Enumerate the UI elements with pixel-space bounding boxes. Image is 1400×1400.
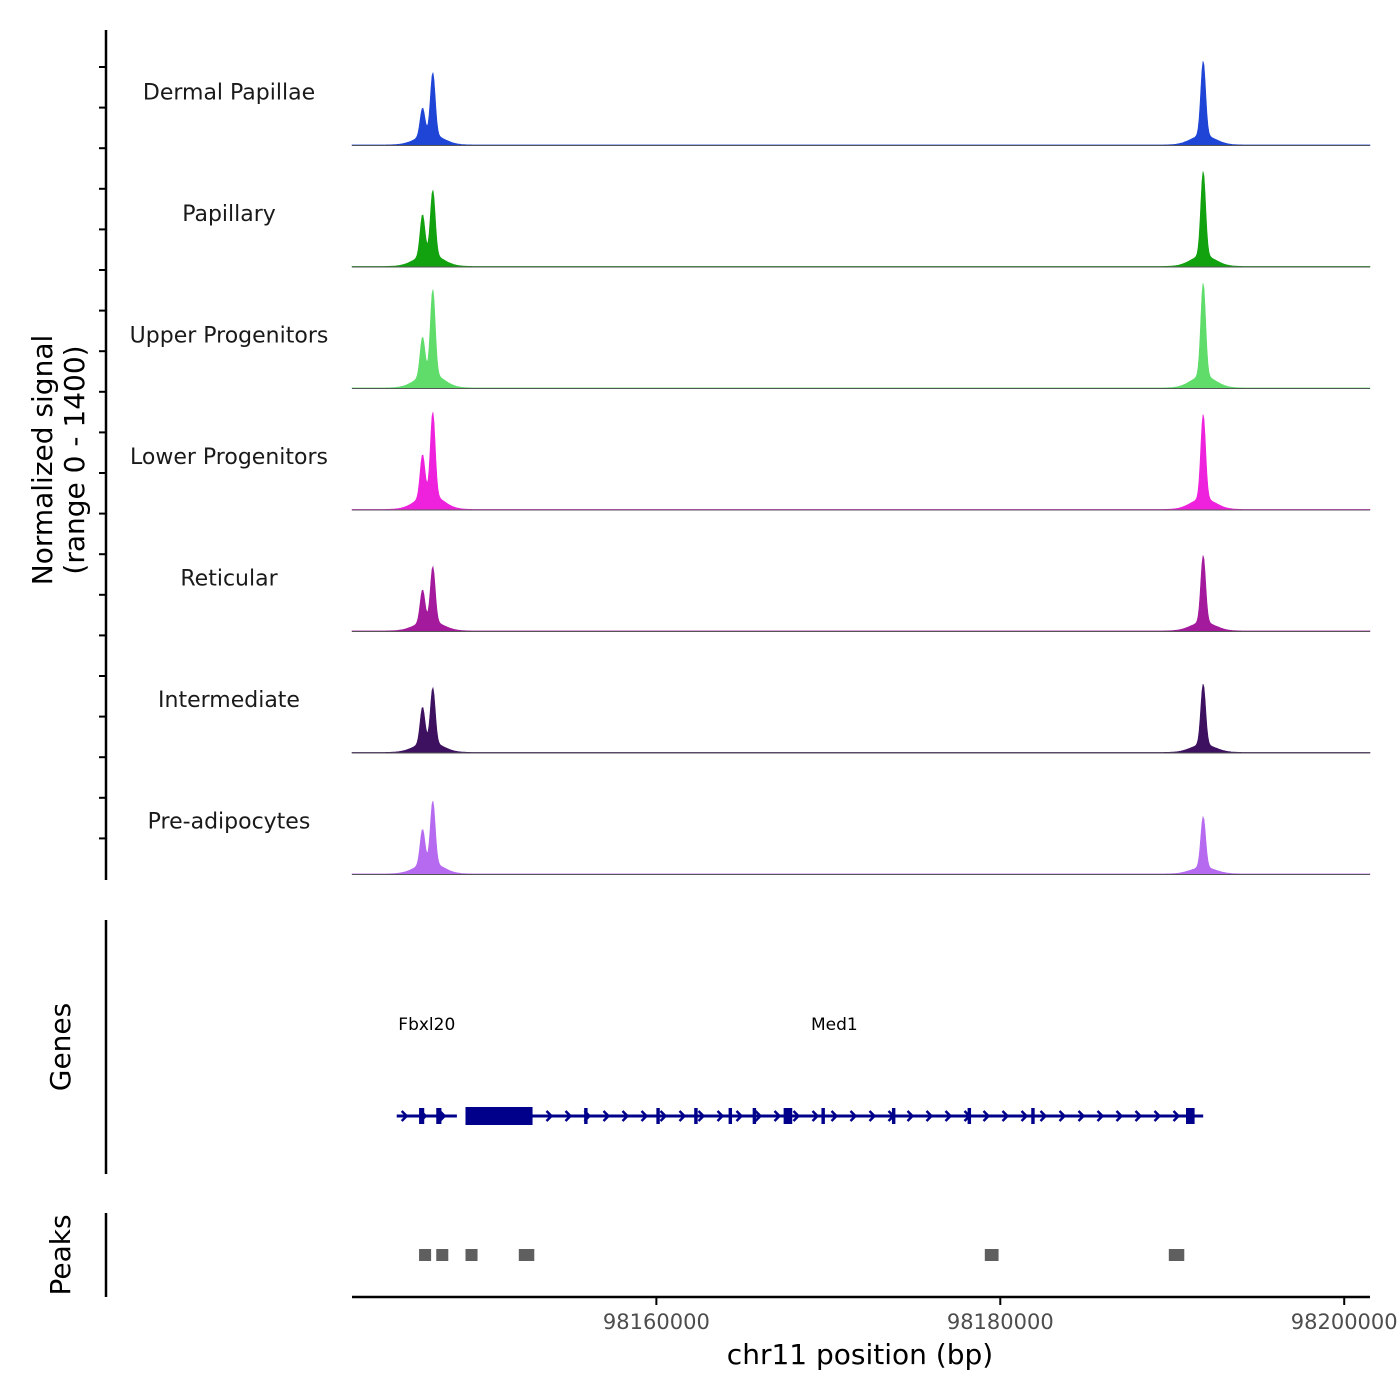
strand-arrow [621, 1110, 630, 1122]
exon [465, 1107, 533, 1125]
exon [1031, 1108, 1035, 1124]
track-signal-area [351, 171, 1371, 268]
x-tick-label: 98200000 [1291, 1310, 1398, 1334]
strand-arrow [944, 1110, 953, 1122]
strand-arrow [1058, 1110, 1067, 1122]
track-signal-area [351, 800, 1371, 875]
exon [783, 1108, 793, 1124]
strand-arrow [868, 1110, 877, 1122]
strand-arrow [659, 1110, 668, 1122]
x-tick-label: 98160000 [603, 1310, 710, 1334]
strand-arrow [1172, 1110, 1181, 1122]
strand-arrow [1096, 1110, 1105, 1122]
track-papillary: Papillary [182, 171, 1371, 268]
gene-med1: Med1 [465, 1015, 1204, 1125]
x-axis-ticks: 98160000 98180000 98200000 [603, 1297, 1398, 1334]
track-signal-area [351, 412, 1371, 511]
strand-arrow [982, 1110, 991, 1122]
exon [584, 1108, 588, 1124]
peaks-panel-label: Peaks [44, 1214, 77, 1295]
peak-region [518, 1249, 535, 1261]
peak-region [465, 1249, 478, 1261]
strand-arrow [545, 1110, 554, 1122]
strand-arrow [1020, 1110, 1029, 1122]
signal-tracks: Dermal Papillae Papillary Upper Progenitor… [130, 61, 1371, 875]
track-dermal-papillae: Dermal Papillae [143, 61, 1371, 146]
strand-arrow [773, 1110, 782, 1122]
strand-arrow [678, 1110, 687, 1122]
track-label: Papillary [182, 202, 276, 227]
y-axis-label-line-1: Normalized signal [26, 335, 59, 586]
exon [419, 1108, 425, 1124]
peak-region [984, 1249, 999, 1261]
exon [891, 1108, 896, 1124]
peak-region [419, 1249, 432, 1261]
gene-label: Fbxl20 [398, 1015, 455, 1035]
track-label: Pre-adipocytes [148, 810, 311, 835]
peak-regions-track [419, 1249, 1185, 1261]
strand-arrow [400, 1110, 409, 1122]
track-label: Reticular [180, 567, 278, 592]
peak-region [436, 1249, 449, 1261]
track-pre-adipocytes: Pre-adipocytes [148, 800, 1371, 875]
strand-arrow [1153, 1110, 1162, 1122]
track-signal-area [351, 555, 1371, 632]
track-signal-area [351, 283, 1371, 389]
strand-arrow [1039, 1110, 1048, 1122]
exon [752, 1108, 757, 1124]
track-lower-progenitors: Lower Progenitors [130, 412, 1371, 511]
exon [656, 1108, 660, 1124]
exon [728, 1108, 733, 1124]
exon [436, 1108, 442, 1124]
track-signal-area [351, 61, 1371, 146]
strand-arrow [830, 1110, 839, 1122]
track-intermediate: Intermediate [158, 683, 1371, 754]
gene-annotation-track: Fbxl20 Med1 [396, 1015, 1204, 1125]
strand-arrow [925, 1110, 934, 1122]
strand-arrow [811, 1110, 820, 1122]
x-tick-label: 98180000 [947, 1310, 1054, 1334]
track-upper-progenitors: Upper Progenitors [130, 283, 1371, 389]
exon [694, 1108, 698, 1124]
strand-arrow [735, 1110, 744, 1122]
strand-arrow [849, 1110, 858, 1122]
gene-label: Med1 [811, 1015, 858, 1035]
peak-region [1168, 1249, 1185, 1261]
exon [821, 1108, 825, 1124]
track-signal-area [351, 683, 1371, 754]
x-axis-label: chr11 position (bp) [727, 1338, 993, 1371]
strand-arrow [1077, 1110, 1086, 1122]
strand-arrow [1115, 1110, 1124, 1122]
track-label: Upper Progenitors [130, 324, 329, 349]
strand-arrow [697, 1110, 706, 1122]
strand-arrow [792, 1110, 801, 1122]
y-axis-label-line-2: (range 0 - 1400) [58, 345, 91, 574]
exon [967, 1108, 972, 1124]
track-label: Lower Progenitors [130, 445, 328, 470]
strand-arrow [754, 1110, 763, 1122]
track-label: Intermediate [158, 688, 300, 713]
strand-arrow [906, 1110, 915, 1122]
track-label: Dermal Papillae [143, 81, 315, 106]
strand-arrow [1134, 1110, 1143, 1122]
strand-arrow [602, 1110, 611, 1122]
genes-panel-label: Genes [44, 1003, 77, 1091]
strand-arrow [640, 1110, 649, 1122]
strand-arrow [564, 1110, 573, 1122]
track-reticular: Reticular [180, 555, 1371, 632]
strand-arrow [716, 1110, 725, 1122]
gene-fbxl20: Fbxl20 [396, 1015, 457, 1124]
strand-arrow [1001, 1110, 1010, 1122]
exon [1186, 1108, 1195, 1124]
